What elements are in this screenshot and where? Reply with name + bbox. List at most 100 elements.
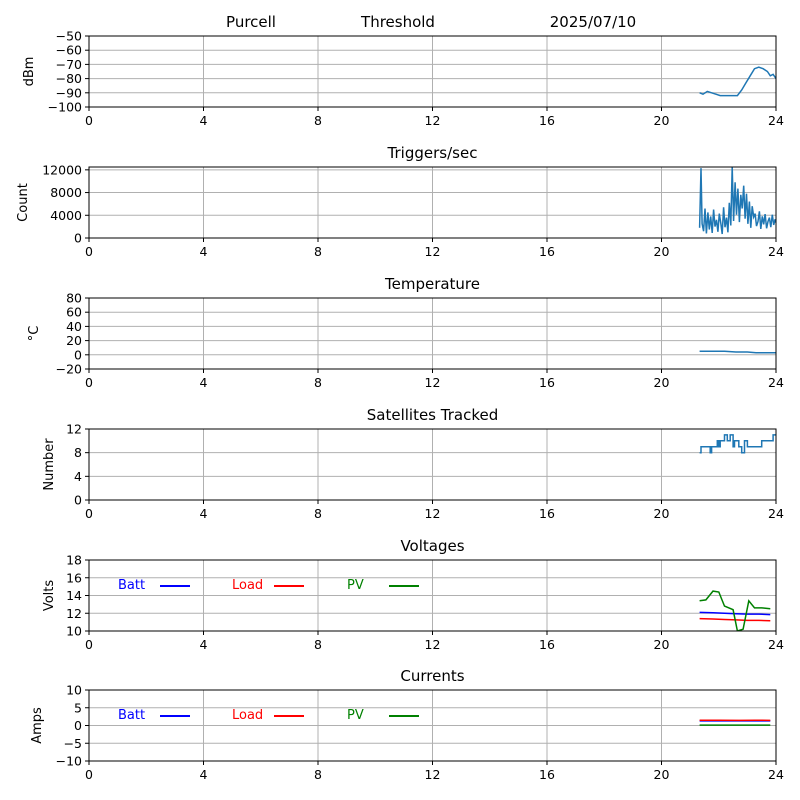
x-tick-label: 8 [314,375,322,390]
x-tick-label: 20 [654,637,670,652]
mode-title: Threshold [360,13,435,31]
x-tick-label: 0 [85,637,93,652]
x-tick-label: 12 [425,375,441,390]
y-tick-label: 0 [74,231,82,246]
x-tick-label: 20 [654,767,670,782]
x-tick-label: 8 [314,244,322,259]
y-tick-label: −60 [56,43,82,58]
panel-satellites: 0 4 8 12 16 20 24 12 8 4 0 Satellites Tracked Number [42,406,784,521]
x-tick-label: 8 [314,637,322,652]
panel-title: Voltages [400,537,464,555]
y-tick-label: 8 [74,445,82,460]
x-tick-label: 24 [768,767,784,782]
y-tick-label: −20 [56,362,82,377]
legend-label-batt: Batt [118,578,145,593]
x-tick-label: 12 [425,767,441,782]
x-tick-label: 4 [200,506,208,521]
x-tick-label: 4 [200,113,208,128]
y-tick-label: 8000 [50,185,82,200]
y-tick-label: 5 [74,700,82,715]
x-tick-label: 20 [654,244,670,259]
y-tick-label: 14 [66,588,82,603]
y-tick-label: 10 [66,624,82,639]
x-tick-label: 16 [539,637,555,652]
panel-title: Temperature [384,275,480,293]
series-line-rssi [699,66,776,97]
y-tick-label: 0 [74,347,82,362]
x-tick-label: 0 [85,113,93,128]
x-tick-label: 4 [200,244,208,259]
x-tick-label: 20 [654,113,670,128]
y-tick-label: 12 [66,606,82,621]
x-tick-label: 16 [539,113,555,128]
y-axis-label: Count [16,183,31,222]
y-tick-label: 18 [66,553,82,568]
panel-triggers: 0 4 8 12 16 20 24 0 4000 8000 12000 Triggers/sec Cou… [16,144,784,259]
x-tick-label: 0 [85,767,93,782]
y-tick-label: 16 [66,570,82,585]
y-tick-label: −50 [56,29,82,44]
panel-voltages: 0 4 8 12 16 20 24 18 16 14 12 10 Voltages Volts Batt Lo… [42,537,784,652]
station-title: Purcell [226,13,276,31]
x-tick-label: 24 [768,375,784,390]
y-tick-label: −10 [56,754,82,769]
y-axis-label: Volts [42,580,57,612]
x-tick-label: 8 [314,767,322,782]
x-tick-label: 16 [539,244,555,259]
x-tick-label: 12 [425,506,441,521]
x-tick-label: 4 [200,375,208,390]
y-tick-label: −100 [48,100,82,115]
x-tick-label: 8 [314,506,322,521]
x-tick-label: 24 [768,113,784,128]
series-line-pv [699,590,771,631]
x-tick-label: 4 [200,767,208,782]
y-axis-label: dBm [22,57,37,87]
x-tick-label: 24 [768,244,784,259]
panel-title: Currents [400,667,464,685]
panel-title: Triggers/sec [387,144,478,162]
x-tick-label: 16 [539,506,555,521]
x-tick-label: 16 [539,767,555,782]
x-tick-label: 24 [768,637,784,652]
legend-label-batt: Batt [118,708,145,723]
series-line-triggers [698,167,776,235]
y-tick-label: −80 [56,71,82,86]
panel-rssi: 0 4 8 12 16 20 24 −50−60−70−80−90−100 dBm [22,29,784,129]
panel-title: Satellites Tracked [367,406,498,424]
y-tick-label: 4000 [50,208,82,223]
y-tick-label: 10 [66,683,82,698]
y-tick-label: 12 [66,422,82,437]
y-axis-label: Number [42,438,57,491]
legend-label-pv: PV [347,708,364,723]
x-tick-label: 24 [768,506,784,521]
x-tick-label: 12 [425,113,441,128]
panel-currents: 0 4 8 12 16 20 24 10 5 0 −5 −10 Currents Amps Batt Load… [30,667,784,782]
y-tick-label: 60 [66,305,82,320]
y-tick-label: 12000 [42,162,82,177]
x-tick-label: 8 [314,113,322,128]
y-axis-label: °C [27,326,42,342]
y-tick-label: 40 [66,319,82,334]
series-line-batt [699,611,771,616]
x-tick-label: 0 [85,506,93,521]
x-tick-label: 0 [85,375,93,390]
x-tick-label: 20 [654,375,670,390]
x-tick-label: 0 [85,244,93,259]
legend-label-load: Load [232,578,263,593]
x-tick-label: 4 [200,637,208,652]
y-tick-label: −70 [56,57,82,72]
y-tick-label: −90 [56,85,82,100]
y-tick-label: 0 [74,493,82,508]
y-axis-label: Amps [30,707,45,744]
y-tick-label: 80 [66,291,82,306]
y-tick-label: 0 [74,718,82,733]
series-line-temperature [699,350,776,354]
series-line-satellites [699,434,776,454]
legend-label-load: Load [232,708,263,723]
x-tick-label: 12 [425,637,441,652]
x-tick-label: 16 [539,375,555,390]
legend-label-pv: PV [347,578,364,593]
y-tick-label: 4 [74,469,82,484]
